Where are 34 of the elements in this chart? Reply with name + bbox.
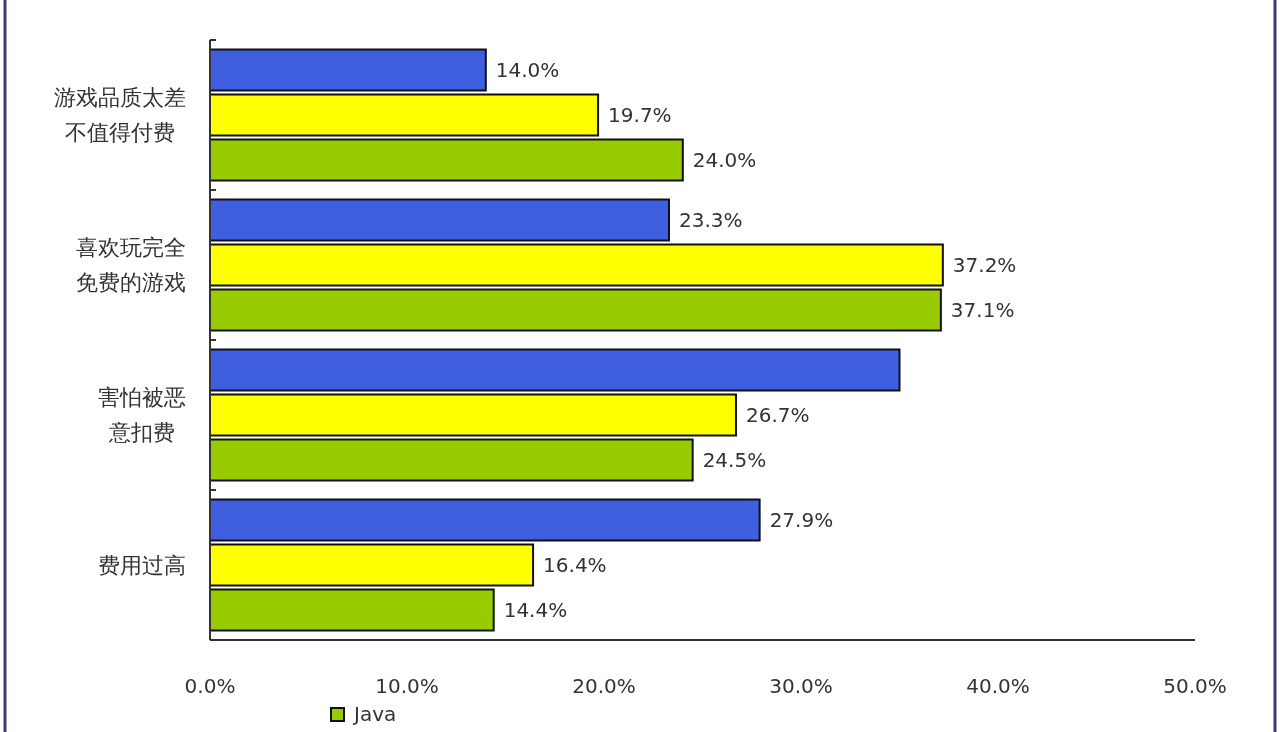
data-label: 19.7% [608,103,672,127]
y-tick-label: 害怕被恶意扣费 [98,385,186,445]
y-tick-label: 费用过高 [98,552,186,578]
bar [209,288,942,332]
data-label: 27.9% [769,508,834,532]
bar [209,393,737,437]
bar [209,243,944,287]
data-label: 16.4% [543,553,607,577]
data-label: 14.0% [495,58,560,82]
bar [209,348,901,392]
x-tick-label: 0.0% [184,674,236,698]
bar [209,138,684,182]
x-tick-label: 10.0% [375,674,439,698]
data-label: 24.5% [702,448,767,472]
bar [209,498,761,542]
y-tick-label: 喜欢玩完全免费的游戏 [76,235,186,295]
bar [209,543,535,587]
bar [209,588,495,632]
data-label: 37.2% [952,253,1017,277]
data-label: 24.0% [692,148,757,172]
bar [209,198,671,242]
data-label: 37.1% [950,298,1015,322]
x-tick-label: 50.0% [1163,674,1227,698]
bar [209,93,600,137]
x-tick-label: 40.0% [966,674,1030,698]
data-label: 26.7% [745,403,810,427]
data-label: 23.3% [679,208,743,232]
legend-label: Java [352,702,397,726]
x-tick-label: 20.0% [572,674,636,698]
y-tick-label: 游戏品质太差不值得付费 [54,85,186,145]
data-label: 14.4% [503,598,568,622]
bar [209,438,694,482]
bar [209,48,487,92]
x-tick-label: 30.0% [769,674,833,698]
